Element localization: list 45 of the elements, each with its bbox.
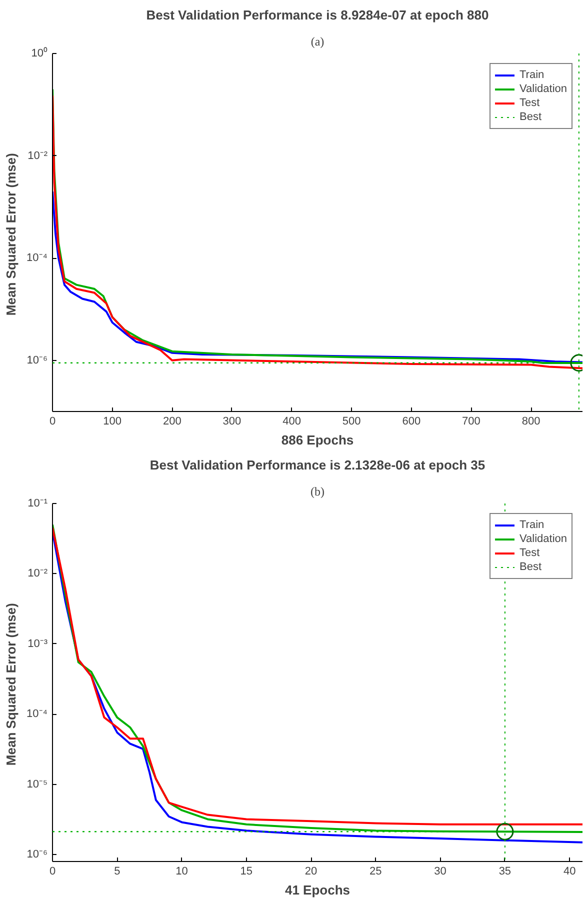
y-tick-label: 10⁻² [28,568,48,580]
x-tick-label: 800 [522,416,540,428]
x-tick-label: 35 [498,866,512,878]
y-tick-label: 10⁰ [31,46,48,60]
x-tick-label: 200 [162,416,182,428]
y-tick-label: 10⁻⁵ [26,778,48,790]
x-tick-label: 100 [103,416,122,428]
chart-title: Best Validation Performance is 8.9284e-07 at epoch 880 [146,8,489,22]
legend-label: Best [520,110,542,124]
y-axis-title: Mean Squared Error (mse) [4,603,19,766]
y-tick-label: 10⁻¹ [28,498,48,510]
y-tick-label: 10⁻⁶ [26,848,48,861]
x-tick-label: 25 [370,866,382,878]
x-axis-title: 886 Epochs [281,432,354,448]
x-tick-label: 5 [114,866,120,878]
chart-title: Best Validation Performance is 2.1328e-06 at epoch 35 [150,458,486,472]
line-series [52,190,582,364]
x-tick-label: 20 [304,866,318,878]
legend-label: Validation [520,82,567,96]
y-tick-label: 10⁻² [28,150,48,162]
x-tick-label: 500 [342,416,361,428]
legend-label: Best [520,560,542,574]
x-axis-title: 41 Epochs [284,882,350,898]
y-tick-label: 10⁻⁴ [26,708,48,720]
y-tick-label: 10⁻³ [28,638,48,650]
text: (a) [310,34,324,48]
legend-label: Train [520,518,544,532]
x-tick-label: 0 [49,416,56,428]
legend-label: Validation [520,532,567,546]
x-tick-label: 30 [434,866,446,878]
x-tick-label: 300 [222,416,242,428]
x-tick-label: 40 [563,866,576,878]
x-tick-label: 10 [176,866,188,878]
legend-label: Test [520,546,540,560]
x-tick-label: 700 [462,416,480,428]
y-axis-title: Mean Squared Error (mse) [4,153,19,316]
x-tick-label: 400 [282,416,301,428]
x-tick-label: 0 [49,866,56,878]
legend-label: Test [520,96,540,110]
y-tick-label: 10⁻⁶ [26,354,48,366]
x-tick-label: 15 [240,866,253,878]
x-tick-label: 600 [402,416,421,428]
text: (b) [310,484,325,498]
y-tick-label: 10⁻⁴ [26,252,48,264]
legend-label: Train [520,68,544,82]
